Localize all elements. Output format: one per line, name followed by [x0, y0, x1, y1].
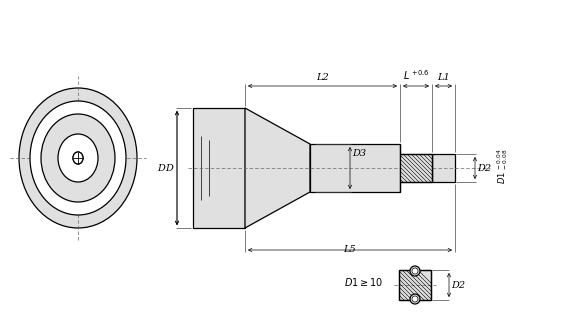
Circle shape	[410, 294, 420, 304]
Ellipse shape	[73, 152, 83, 164]
Ellipse shape	[41, 114, 115, 202]
Ellipse shape	[19, 88, 137, 228]
Text: L1: L1	[437, 73, 450, 82]
Text: D2: D2	[477, 164, 491, 172]
Circle shape	[412, 296, 418, 302]
Text: $L\ ^{+0.6}$: $L\ ^{+0.6}$	[403, 68, 430, 82]
Circle shape	[412, 268, 418, 274]
Text: L5: L5	[343, 245, 356, 254]
Text: D: D	[165, 164, 173, 172]
Ellipse shape	[73, 152, 83, 164]
Polygon shape	[400, 154, 432, 182]
Ellipse shape	[58, 134, 98, 182]
Polygon shape	[310, 144, 400, 192]
Text: D3: D3	[352, 149, 366, 158]
Polygon shape	[245, 108, 310, 228]
Text: D: D	[157, 164, 165, 172]
Text: L2: L2	[316, 73, 329, 82]
Polygon shape	[193, 108, 245, 228]
Circle shape	[410, 266, 420, 276]
Text: $D1^{\ -0.04}_{\ -0.08}$: $D1^{\ -0.04}_{\ -0.08}$	[495, 148, 510, 184]
Polygon shape	[399, 270, 431, 300]
Text: $D1 \geq 10$: $D1 \geq 10$	[344, 276, 384, 288]
Ellipse shape	[30, 101, 126, 215]
Text: D2: D2	[451, 280, 465, 290]
Polygon shape	[432, 154, 455, 182]
